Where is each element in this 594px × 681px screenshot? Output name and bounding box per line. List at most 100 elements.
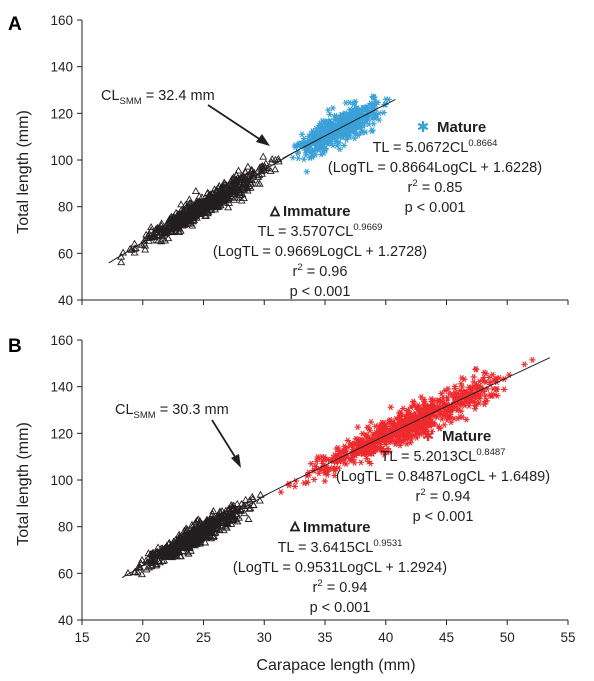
panel-b-immature-point <box>194 515 203 523</box>
panel-b-immature-point <box>169 552 178 560</box>
panel-b-x-tick-label: 50 <box>500 630 515 645</box>
panel-b-mature-point <box>329 454 336 461</box>
panel-a-y-tick-label: 40 <box>58 293 73 308</box>
panel-a-mature-point <box>357 124 364 131</box>
panel-a-mature-point <box>336 139 343 147</box>
panel-b-mature-point <box>407 428 415 435</box>
panel-a-immature-point <box>185 199 194 207</box>
panel-a-mature-log-equation: (LogTL = 0.8664LogCL + 1.6228) <box>328 160 542 176</box>
panel-b-mature-point <box>340 448 347 455</box>
panel-b-mature-point <box>426 415 433 422</box>
panel-b-mature-point <box>482 393 489 400</box>
panel-b-mature-point <box>354 424 361 431</box>
panel-b-immature-point <box>203 515 212 523</box>
panel-b-mature-point <box>481 401 488 408</box>
panel-b-mature-point <box>378 419 386 426</box>
panel-a-mature-point <box>300 135 308 142</box>
panel-a-mature-r2: r2 = 0.85 <box>408 178 463 196</box>
panel-b-immature-point <box>245 504 254 512</box>
panel-b-immature-point <box>152 561 161 569</box>
panel-a-y-axis-title: Total length (mm) <box>15 110 32 234</box>
panel-b-immature-point <box>148 550 157 558</box>
panel-b-mature-point <box>397 409 404 416</box>
panel-b-mature-point <box>387 420 395 427</box>
panel-a-mature-point <box>309 130 316 137</box>
panel-b-immature-point <box>124 568 132 576</box>
panel-b-y-tick-label: 60 <box>58 566 73 581</box>
panel-a-immature-point <box>117 258 126 266</box>
panel-b-mature-point <box>357 459 365 466</box>
panel-a-mature-point <box>369 93 376 100</box>
panel-b-immature-point <box>219 517 228 525</box>
panel-a-immature-point <box>130 239 139 247</box>
panel-b-immature-point <box>249 500 258 508</box>
panel-b-x-tick-label: 20 <box>135 630 150 645</box>
panel-a-mature-point <box>351 135 358 142</box>
panel-a-mature-point <box>340 118 348 125</box>
panel-b-immature-point <box>209 506 218 514</box>
panel-a-mature-point <box>342 99 349 106</box>
panel-a-mature-point <box>295 155 302 162</box>
panel-a-mature-equation: TL = 5.0672CL0.8664 <box>373 138 498 156</box>
panel-b-series-mature <box>277 356 536 496</box>
panel-a-mature-fit-line <box>282 98 396 159</box>
panel-b-y-tick-label: 120 <box>50 426 73 441</box>
panel-a-mature-point <box>324 119 331 126</box>
panel-a-immature-point <box>232 193 241 201</box>
panel-b-immature-point <box>195 517 204 525</box>
panel-b-mature-p: p < 0.001 <box>413 509 474 525</box>
panel-a-mature-point <box>360 116 367 123</box>
panel-b-immature-point <box>256 490 265 498</box>
panel-b-mature-point <box>403 418 411 425</box>
panel-a-immature-point <box>235 188 244 196</box>
panel-b-immature-point <box>239 502 248 510</box>
panel-b-mature-point <box>367 419 375 426</box>
panel-a-mature-p: p < 0.001 <box>405 200 466 216</box>
panel-b-mature-point <box>311 476 318 483</box>
panel-b-x-tick-label: 35 <box>317 630 332 645</box>
panel-a-y-tick-label: 140 <box>50 60 73 75</box>
panel-a-immature-point <box>193 200 202 207</box>
panel-b-immature-point <box>204 529 213 537</box>
panel-a-immature-point <box>211 191 220 199</box>
panel-a-mature-point <box>307 154 314 161</box>
panel-b-mature-point <box>420 396 427 403</box>
panel-a-mature-point <box>312 125 320 132</box>
panel-a-immature-point <box>174 211 183 219</box>
panel-a-immature-point <box>203 198 212 206</box>
panel-a-immature-point <box>147 226 156 234</box>
panel-b-mature-point <box>407 439 414 446</box>
panel-b-mature-fit-line <box>261 357 551 498</box>
panel-a-immature-point <box>155 225 164 233</box>
panel-b-mature-point <box>315 470 323 477</box>
panel-b-mature-point <box>323 469 330 476</box>
panel-b-immature-point <box>160 556 169 564</box>
panel-b-mature-point <box>481 369 488 376</box>
panel-b-mature-point <box>441 387 449 394</box>
panel-a-mature-point <box>329 105 337 112</box>
panel-a-immature-point <box>161 236 170 244</box>
panel-a-immature-point <box>176 209 185 217</box>
panel-b-mature-point <box>461 402 468 409</box>
panel-a-mature-point <box>300 156 308 163</box>
panel-a-mature-point <box>380 109 387 116</box>
panel-a-mature-point <box>338 115 345 123</box>
panel-a-immature-point <box>246 179 255 187</box>
panel-a-immature-point <box>144 236 153 244</box>
panel-a-immature-point <box>271 165 280 173</box>
panel-b-immature-point <box>176 552 185 560</box>
panel-b-immature-point <box>213 517 222 525</box>
panel-b-mature-point <box>413 429 420 436</box>
panel-b-mature-point <box>372 430 380 437</box>
panel-b-label: B <box>8 336 22 357</box>
panel-a-mature-point <box>341 111 348 118</box>
panel-b-immature-point <box>201 538 210 546</box>
panel-b-mature-point <box>421 427 428 434</box>
panel-b-immature-point <box>147 556 155 564</box>
panel-b-mature-point <box>421 402 428 409</box>
panel-b-mature-point <box>360 448 367 455</box>
panel-a-immature-point <box>261 159 270 167</box>
panel-a-cl-smm-arrow <box>207 104 265 143</box>
panel-b-immature-point <box>137 570 146 578</box>
panel-b-mature-point <box>362 450 369 457</box>
